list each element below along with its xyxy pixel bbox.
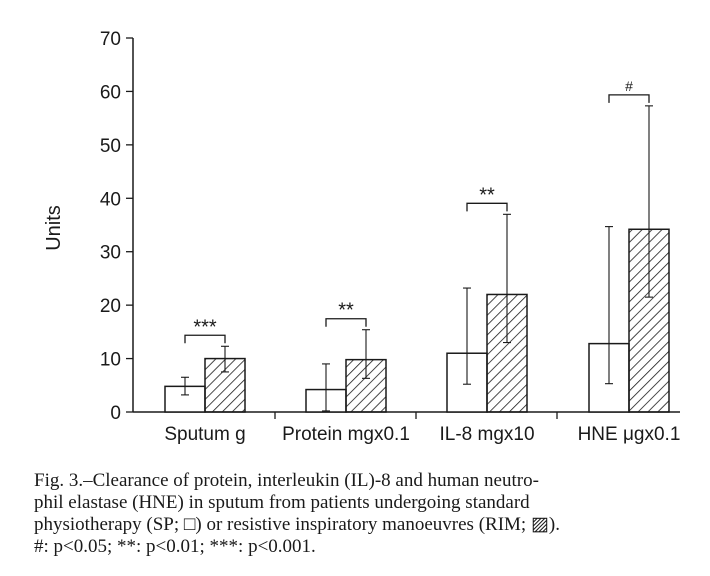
x-tick-label: HNE μgx0.1 — [578, 424, 681, 445]
error-bars — [181, 105, 653, 412]
y-axis-label: Units — [43, 205, 65, 251]
y-tick-label: 60 — [100, 82, 121, 103]
significance-label: # — [625, 78, 633, 94]
bars — [164, 228, 670, 413]
y-tick-label: 40 — [100, 189, 121, 210]
caption-line: #: p<0.05; **: p<0.01; ***: p<0.001. — [34, 536, 316, 557]
y-tick-label: 70 — [100, 29, 121, 50]
y-tick-label: 50 — [100, 136, 121, 157]
caption-line: physiotherapy (SP; □) or resistive inspi… — [34, 514, 560, 535]
x-tick-label: Protein mgx0.1 — [282, 424, 410, 445]
x-tick-label: IL-8 mgx10 — [439, 424, 534, 445]
significance-bracket — [325, 318, 367, 327]
significance-bracket — [184, 334, 226, 344]
caption-line: phil elastase (HNE) in sputum from patie… — [34, 492, 530, 513]
axis-labels: Units Sputum g Protein mgx0.1 IL-8 mgx10 HNE… — [43, 205, 680, 445]
bar-rim — [628, 228, 670, 413]
figure-caption: Fig. 3.–Clearance of protein, interleuki… — [34, 470, 679, 558]
significance-label: ** — [338, 300, 354, 322]
y-tick-label: 20 — [100, 296, 121, 317]
significance-label: *** — [193, 316, 217, 338]
significance-brackets: *******# — [184, 78, 650, 344]
y-tick-label: 10 — [100, 350, 121, 371]
y-tick-label: 30 — [100, 243, 121, 264]
x-tick-label: Sputum g — [164, 424, 245, 445]
significance-bracket — [608, 94, 650, 103]
caption-line: Fig. 3.–Clearance of protein, interleuki… — [34, 470, 539, 491]
significance-label: ** — [479, 184, 495, 206]
y-tick-label: 0 — [110, 403, 121, 424]
significance-bracket — [466, 202, 508, 212]
